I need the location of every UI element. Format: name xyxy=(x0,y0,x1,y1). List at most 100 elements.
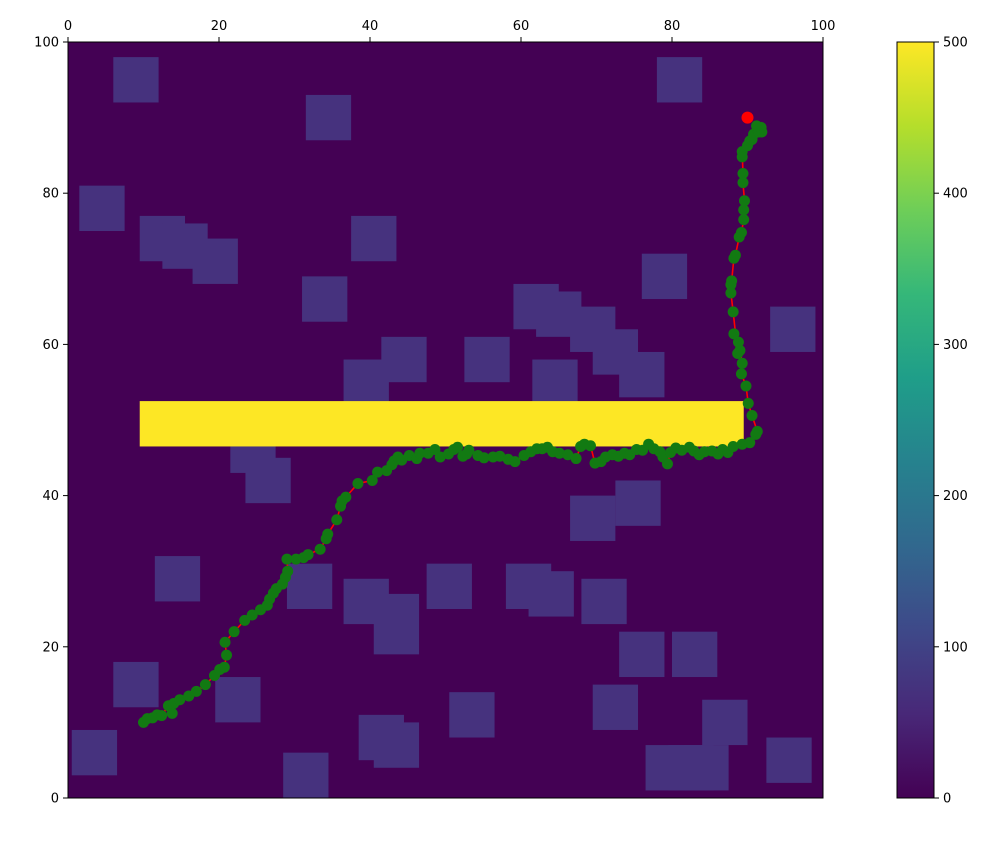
path-waypoint xyxy=(746,409,758,421)
y-tick-label: 100 xyxy=(34,36,59,51)
path-waypoint xyxy=(744,437,756,449)
colorbar-tick-label: 400 xyxy=(943,187,968,202)
colorbar-tick-label: 0 xyxy=(943,792,951,807)
path-waypoint xyxy=(737,168,749,180)
x-tick-label: 60 xyxy=(513,19,530,34)
path-waypoint xyxy=(352,478,364,490)
obstacle-cell xyxy=(581,578,627,625)
path-waypoint xyxy=(219,636,231,648)
path-waypoint xyxy=(738,195,750,207)
obstacle-cell xyxy=(305,94,352,141)
y-tick-label: 20 xyxy=(42,640,59,655)
path-waypoint xyxy=(190,685,202,697)
path-waypoint xyxy=(156,710,168,722)
path-waypoint xyxy=(570,453,582,465)
path-waypoint xyxy=(174,694,186,706)
path-waypoint xyxy=(340,491,352,503)
path-waypoint xyxy=(246,609,258,621)
obstacle-cell xyxy=(426,563,472,609)
y-tick-label: 60 xyxy=(42,338,59,353)
obstacle-cell xyxy=(619,351,665,398)
x-tick-label: 20 xyxy=(211,19,228,34)
path-waypoint xyxy=(751,120,763,132)
path-waypoint xyxy=(735,227,747,239)
obstacle-cell xyxy=(245,457,291,504)
colorbar-tick-label: 300 xyxy=(943,338,968,353)
obstacle-cell xyxy=(351,215,397,262)
obstacle-cell xyxy=(619,631,665,678)
obstacle-cell xyxy=(683,745,729,791)
x-tick-label: 40 xyxy=(362,19,379,34)
obstacle-cell xyxy=(79,185,125,231)
path-waypoint xyxy=(228,626,240,638)
obstacle-cell xyxy=(192,238,238,284)
x-tick-label: 0 xyxy=(64,19,72,34)
path-waypoint xyxy=(562,449,574,461)
obstacle-cell xyxy=(302,276,348,322)
obstacle-cell xyxy=(113,661,159,708)
obstacle-cell xyxy=(532,359,578,405)
path-waypoint xyxy=(584,440,596,452)
colorbar-tick-label: 100 xyxy=(943,640,968,655)
path-waypoint xyxy=(740,380,752,392)
goal-marker xyxy=(741,111,754,124)
path-waypoint xyxy=(452,441,464,453)
obstacle-cell xyxy=(373,722,420,768)
obstacle-cell xyxy=(592,684,639,730)
x-axis-top: 0 20 40 60 80 100 xyxy=(64,19,836,42)
colorbar-tick-label: 200 xyxy=(943,489,968,504)
path-waypoint xyxy=(366,474,378,486)
path-waypoint xyxy=(738,214,750,226)
obstacle-cell xyxy=(154,556,201,602)
x-tick-label: 100 xyxy=(811,19,836,34)
path-waypoint xyxy=(725,287,737,299)
path-waypoint xyxy=(281,553,293,565)
path-waypoint xyxy=(751,425,763,437)
obstacle-cell xyxy=(113,57,159,103)
obstacle-cell xyxy=(570,495,616,541)
colorbar-bar xyxy=(896,41,935,799)
path-waypoint xyxy=(736,151,748,163)
path-waypoint xyxy=(732,347,744,359)
path-waypoint xyxy=(742,397,754,409)
path-waypoint xyxy=(478,452,490,464)
path-waypoint xyxy=(509,456,521,468)
obstacle-cell xyxy=(215,677,261,723)
y-tick-label: 80 xyxy=(42,187,59,202)
path-waypoint xyxy=(372,466,384,478)
obstacle-cell xyxy=(373,593,420,655)
obstacle-cell xyxy=(672,631,718,678)
path-waypoint xyxy=(732,336,744,348)
path-waypoint xyxy=(737,177,749,189)
colorbar: 0 100 200 300 400 500 xyxy=(896,36,968,807)
path-waypoint xyxy=(302,549,314,561)
path-waypoint xyxy=(554,447,566,459)
obstacle-cell xyxy=(528,571,574,617)
obstacle-cell xyxy=(656,57,703,103)
path-waypoint xyxy=(727,440,739,452)
obstacle-cell xyxy=(286,563,333,609)
path-waypoint xyxy=(199,679,211,691)
path-waypoint xyxy=(282,565,294,577)
path-waypoint xyxy=(322,528,334,540)
path-waypoint xyxy=(314,543,326,555)
y-tick-label: 40 xyxy=(42,489,59,504)
obstacle-cell xyxy=(766,737,812,783)
obstacle-cell xyxy=(464,336,510,383)
path-waypoint xyxy=(463,444,475,456)
path-waypoint xyxy=(218,661,230,673)
path-waypoint xyxy=(221,649,233,661)
path-waypoint xyxy=(729,249,741,261)
path-waypoint xyxy=(738,204,750,216)
path-waypoint xyxy=(726,275,738,287)
wall-region xyxy=(139,401,744,447)
obstacle-cell xyxy=(770,306,816,352)
path-waypoint xyxy=(166,707,178,719)
obstacle-cell xyxy=(283,752,329,798)
obstacle-cell xyxy=(702,699,748,746)
obstacle-cell xyxy=(343,359,389,405)
path-waypoints xyxy=(138,120,768,728)
path-waypoint xyxy=(727,306,739,318)
obstacle-cells xyxy=(71,57,816,798)
